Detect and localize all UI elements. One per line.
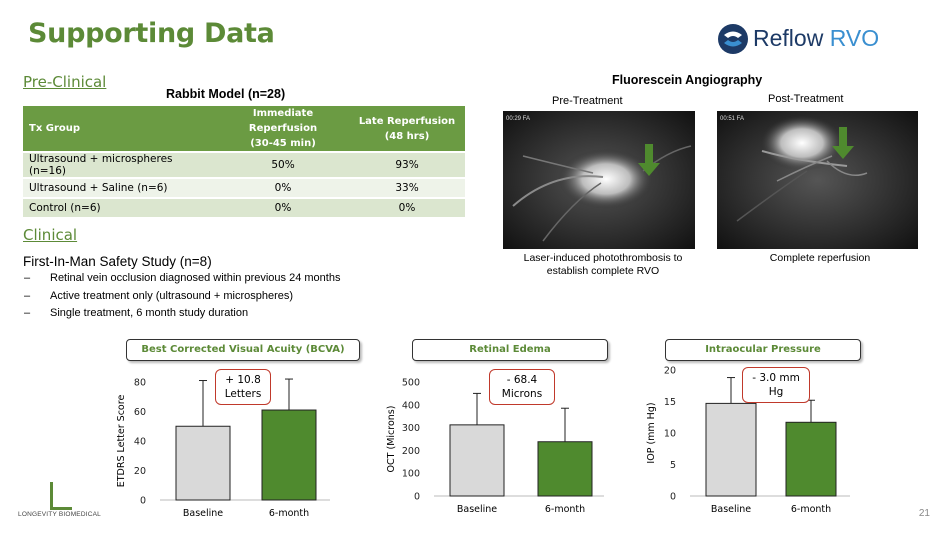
edema-change-annotation: - 68.4 Microns — [489, 369, 555, 405]
table-cell: 50% — [217, 153, 349, 177]
y-tick-label: 60 — [134, 407, 146, 418]
post-treatment-caption: Complete reperfusion — [769, 252, 871, 264]
pre-treatment-angiogram: 00:29 FA — [503, 111, 695, 249]
y-tick-label: 20 — [664, 366, 676, 377]
iop-change-annotation: - 3.0 mm Hg — [742, 367, 810, 403]
slide-title: Supporting Data — [28, 18, 275, 49]
bar-6-month — [785, 421, 837, 497]
reflow-rvo-logo: Reflow RVO — [717, 22, 880, 56]
y-tick-label: 80 — [134, 378, 146, 389]
page-number: 21 — [918, 508, 930, 519]
retinal-edema-chart-title: Retinal Edema — [412, 339, 608, 361]
bar-baseline — [449, 424, 505, 497]
x-tick-label: Baseline — [183, 508, 223, 519]
y-tick-label: 15 — [664, 397, 676, 408]
y-tick-label: 5 — [670, 460, 676, 471]
y-tick-label: 0 — [140, 496, 146, 507]
bcva-chart-title: Best Corrected Visual Acuity (BCVA) — [126, 339, 360, 361]
post-timestamp: 00:51 FA — [720, 116, 744, 122]
iop-chart-title: Intraocular Pressure — [665, 339, 861, 361]
bar-baseline — [705, 402, 757, 497]
pre-timestamp: 00:29 FA — [506, 116, 530, 122]
bar-baseline — [175, 425, 231, 501]
table-cell: Control (n=6) — [23, 199, 217, 217]
post-treatment-image: 00:51 FA — [717, 111, 918, 249]
arrow-down-icon — [638, 144, 660, 176]
retinal-edema-chart: 0 100 200 300 400 500 OCT (Microns) Baseline 6-m… — [386, 378, 604, 515]
list-item: Retinal vein occlusion diagnosed within … — [24, 270, 340, 288]
preclinical-results-table: Tx Group Immediate Reperfusion (30-45 mi… — [23, 104, 465, 219]
pre-treatment-label: Pre-Treatment — [552, 95, 623, 107]
y-tick-label: 300 — [402, 423, 420, 434]
y-tick-label: 10 — [664, 429, 676, 440]
x-tick-label: 6-month — [545, 504, 585, 515]
x-tick-label: Baseline — [457, 504, 497, 515]
reflow-logo-icon — [718, 24, 748, 54]
table-cell: 93% — [349, 153, 465, 177]
longevity-biomedical-logo: LONGEVITY BIOMEDICAL — [18, 482, 148, 522]
arrow-down-icon — [832, 127, 854, 159]
table-cell: Ultrasound + Saline (n=6) — [23, 179, 217, 197]
longevity-logo-text: LONGEVITY BIOMEDICAL — [18, 511, 101, 518]
clinical-heading: Clinical — [23, 226, 78, 244]
rabbit-model-label: Rabbit Model (n=28) — [166, 87, 286, 101]
preclinical-heading: Pre-Clinical — [23, 73, 107, 91]
x-tick-label: 6-month — [269, 508, 309, 519]
table-cell: 0% — [349, 199, 465, 217]
iop-chart: 0 5 10 15 20 IOP (mm Hg) Baseline 6-month — [646, 366, 850, 515]
y-tick-label: 0 — [414, 492, 420, 503]
x-tick-label: 6-month — [791, 504, 831, 515]
bcva-chart: 0 20 40 60 80 ETDRS Letter Score Baseline 6-mon… — [116, 378, 330, 519]
list-item: Single treatment, 6 month study duration — [24, 305, 340, 323]
table-cell: 33% — [349, 179, 465, 197]
longevity-logo-icon — [50, 482, 72, 510]
y-tick-label: 0 — [670, 492, 676, 503]
table-row: Control (n=6) 0% 0% — [23, 199, 465, 217]
y-axis-title: ETDRS Letter Score — [116, 395, 127, 488]
table-row: Ultrasound + microspheres (n=16) 50% 93% — [23, 153, 465, 177]
table-cell: 0% — [217, 179, 349, 197]
y-tick-label: 20 — [134, 466, 146, 477]
angiography-title: Fluorescein Angiography — [612, 73, 763, 87]
logo-wordmark: Reflow RVO — [753, 25, 880, 51]
table-cell: Ultrasound + microspheres (n=16) — [23, 153, 217, 177]
list-item: Active treatment only (ultrasound + micr… — [24, 288, 340, 306]
post-treatment-angiogram: 00:51 FA — [717, 111, 918, 249]
header-late-reperfusion: Late Reperfusion (48 hrs) — [349, 106, 465, 151]
y-axis-title: IOP (mm Hg) — [646, 402, 657, 463]
clinical-study-title: First-In-Man Safety Study (n=8) — [23, 254, 212, 269]
bcva-change-annotation: + 10.8 Letters — [215, 369, 271, 405]
table-cell: 0% — [217, 199, 349, 217]
pre-treatment-caption: Laser-induced photothrombosis to establi… — [523, 252, 683, 277]
header-immediate-reperfusion: Immediate Reperfusion (30-45 min) — [217, 106, 349, 151]
table-row: Ultrasound + Saline (n=6) 0% 33% — [23, 179, 465, 197]
clinical-bullet-list: Retinal vein occlusion diagnosed within … — [24, 270, 340, 323]
bar-6-month — [537, 441, 593, 497]
post-treatment-label: Post-Treatment — [768, 93, 844, 105]
y-tick-label: 40 — [134, 437, 146, 448]
bar-6-month — [261, 409, 317, 501]
y-tick-label: 100 — [402, 469, 420, 480]
y-axis-title: OCT (Microns) — [386, 406, 397, 473]
header-tx-group: Tx Group — [23, 106, 217, 151]
x-tick-label: Baseline — [711, 504, 751, 515]
y-tick-label: 500 — [402, 378, 420, 389]
pre-treatment-image: 00:29 FA — [503, 111, 695, 249]
y-tick-label: 400 — [402, 400, 420, 411]
y-tick-label: 200 — [402, 446, 420, 457]
